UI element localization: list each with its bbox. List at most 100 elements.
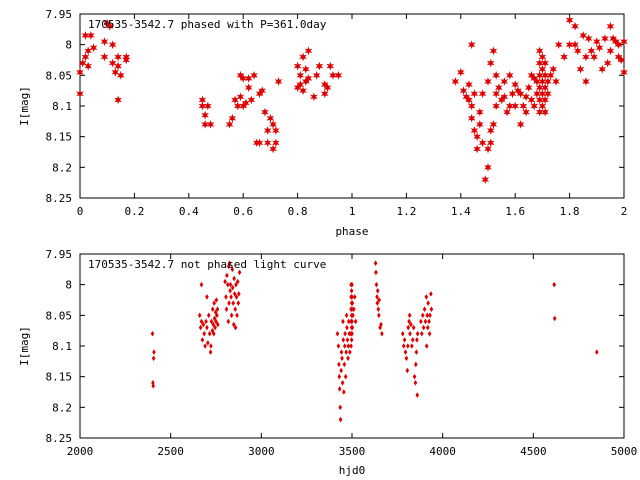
data-point <box>492 70 500 80</box>
data-point <box>100 52 109 62</box>
data-point <box>544 77 552 86</box>
data-point <box>576 64 585 74</box>
data-point <box>337 373 342 380</box>
data-point <box>538 101 547 111</box>
data-point <box>199 281 204 288</box>
y-tick-label: 8.15 <box>46 371 73 384</box>
data-point <box>407 312 412 319</box>
data-point <box>228 113 237 123</box>
data-point <box>595 43 604 53</box>
data-point <box>335 330 340 337</box>
x-tick-label: 2000 <box>67 445 94 458</box>
data-point <box>429 306 434 312</box>
data-point <box>345 337 350 343</box>
data-point <box>374 281 379 288</box>
data-point <box>541 107 549 117</box>
data-point <box>352 306 356 312</box>
data-point <box>201 110 209 120</box>
data-point <box>106 21 114 31</box>
x-tick-label: 0.6 <box>233 205 253 218</box>
data-point <box>535 58 544 68</box>
data-point <box>215 306 220 312</box>
data-point <box>425 324 430 331</box>
data-point <box>336 343 341 349</box>
data-point <box>379 321 383 328</box>
data-point <box>411 324 416 331</box>
x-tick-label: 1.6 <box>505 205 525 218</box>
data-point <box>409 321 413 328</box>
data-point <box>224 306 229 312</box>
data-point <box>84 61 92 71</box>
data-point <box>414 361 418 368</box>
data-point <box>89 43 98 53</box>
data-point <box>467 40 476 50</box>
y-tick-label: 8.25 <box>46 192 73 205</box>
x-tick-label: 1 <box>349 205 356 218</box>
data-point <box>462 92 471 102</box>
data-point <box>208 349 213 355</box>
data-point <box>451 77 460 86</box>
data-point <box>213 309 218 316</box>
data-point <box>380 330 384 337</box>
data-point <box>429 291 433 297</box>
data-point <box>535 83 544 93</box>
data-point <box>350 300 355 306</box>
data-point <box>527 95 536 105</box>
data-point <box>227 260 232 266</box>
data-point <box>225 119 234 129</box>
data-point <box>538 89 547 99</box>
x-tick-label: 5000 <box>611 445 638 458</box>
data-point <box>234 294 239 300</box>
data-point <box>484 144 492 154</box>
data-point <box>546 70 555 80</box>
data-point <box>339 349 344 355</box>
data-point <box>150 330 155 337</box>
data-point <box>206 119 215 129</box>
data-point <box>244 83 253 93</box>
data-point <box>108 40 117 50</box>
data-point <box>415 392 420 398</box>
data-point <box>233 324 238 331</box>
data-point <box>250 70 258 80</box>
data-point <box>334 70 343 80</box>
chart-title: 170535-3542.7 phased with P=361.0day <box>88 18 327 31</box>
data-point <box>228 281 233 288</box>
data-point <box>582 52 590 62</box>
data-point <box>229 312 234 319</box>
data-point <box>345 324 349 331</box>
data-point <box>310 92 318 102</box>
data-point <box>470 126 479 135</box>
data-point <box>552 315 557 322</box>
data-points <box>150 260 599 423</box>
data-point <box>232 291 237 297</box>
data-point <box>299 52 307 62</box>
data-point <box>425 312 430 319</box>
data-point <box>407 318 411 325</box>
data-point <box>414 349 419 355</box>
data-point <box>415 330 420 337</box>
y-tick-label: 8 <box>65 279 72 292</box>
data-point <box>237 269 242 276</box>
data-point <box>342 361 347 368</box>
data-point <box>234 281 238 288</box>
data-point <box>152 349 156 355</box>
data-point <box>541 95 549 105</box>
data-point <box>236 70 245 80</box>
data-point <box>592 37 601 47</box>
data-point <box>413 380 418 386</box>
data-point <box>516 89 525 99</box>
data-point <box>530 101 539 111</box>
data-point <box>108 58 117 68</box>
data-point <box>571 21 579 31</box>
data-point <box>420 312 425 319</box>
data-point <box>233 101 242 111</box>
x-axis-label: hjd0 <box>339 464 366 477</box>
data-point <box>261 107 269 117</box>
data-point <box>323 83 332 93</box>
data-point <box>236 300 241 306</box>
data-point <box>255 138 264 148</box>
data-point <box>467 113 476 123</box>
data-point <box>516 119 525 129</box>
data-point <box>410 343 414 349</box>
